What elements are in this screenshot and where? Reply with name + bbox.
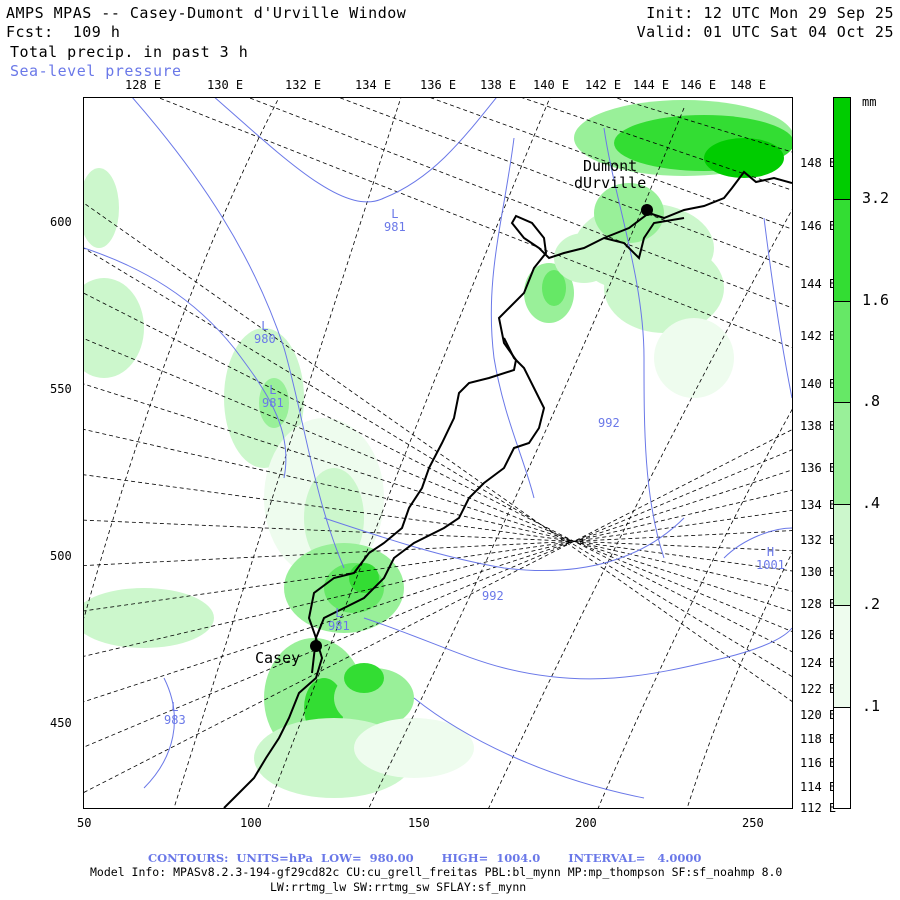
right-longitude-label: 120 E bbox=[800, 708, 837, 722]
map-title: AMPS MPAS -- Casey-Dumont d'Urville Wind… bbox=[6, 4, 407, 22]
colorbar-segment bbox=[834, 199, 850, 301]
top-longitude-label: 148 E bbox=[730, 78, 767, 92]
top-longitude-label: 146 E bbox=[680, 78, 717, 92]
colorbar-label: 3.2 bbox=[862, 189, 890, 208]
top-longitude-label: 140 E bbox=[533, 78, 570, 92]
colorbar bbox=[833, 97, 851, 809]
overlay-name: Sea-level pressure bbox=[10, 62, 182, 80]
right-longitude-label: 126 E bbox=[800, 628, 837, 642]
x-tick-label: 100 bbox=[240, 816, 262, 830]
right-longitude-label: 148 E bbox=[800, 156, 837, 170]
x-tick-label: 250 bbox=[742, 816, 764, 830]
y-tick-label: 550 bbox=[50, 382, 72, 396]
pressure-label: L 981 bbox=[384, 207, 406, 234]
right-longitude-label: 134 E bbox=[800, 498, 837, 512]
casey-station-marker bbox=[310, 640, 322, 652]
right-longitude-label: 118 E bbox=[800, 732, 837, 746]
top-longitude-label: 128 E bbox=[125, 78, 162, 92]
dumont-station-label: Dumont dUrville bbox=[574, 157, 647, 192]
top-longitude-label: 144 E bbox=[633, 78, 670, 92]
forecast-hour: Fcst: 109 h bbox=[6, 23, 121, 41]
lat-lon-grid bbox=[84, 98, 792, 808]
map-svg bbox=[84, 98, 792, 808]
pressure-label: L 983 bbox=[164, 700, 186, 727]
map-plot: L 981 L 980 L 981 992 H 1001 992 L 981 L 983 bbox=[83, 97, 793, 809]
contour-info: CONTOURS: UNITS=hPa LOW= 980.00 HIGH= 10… bbox=[148, 851, 702, 865]
colorbar-label: .1 bbox=[862, 696, 881, 715]
right-longitude-label: 138 E bbox=[800, 419, 837, 433]
x-tick-label: 200 bbox=[575, 816, 597, 830]
right-longitude-label: 136 E bbox=[800, 461, 837, 475]
model-info-physics: LW:rrtmg_lw SW:rrtmg_sw SFLAY:sf_mynn bbox=[270, 880, 527, 894]
y-tick-label: 450 bbox=[50, 716, 72, 730]
right-longitude-label: 140 E bbox=[800, 377, 837, 391]
right-longitude-label: 122 E bbox=[800, 682, 837, 696]
pressure-label: L 981 bbox=[328, 606, 350, 633]
y-tick-label: 600 bbox=[50, 215, 72, 229]
right-longitude-label: 132 E bbox=[800, 533, 837, 547]
top-longitude-label: 138 E bbox=[480, 78, 517, 92]
field-name: Total precip. in past 3 h bbox=[10, 43, 249, 61]
dumont-station-marker bbox=[641, 204, 653, 216]
top-longitude-label: 132 E bbox=[285, 78, 322, 92]
top-longitude-label: 130 E bbox=[207, 78, 244, 92]
top-longitude-label: 136 E bbox=[420, 78, 457, 92]
top-longitude-label: 134 E bbox=[355, 78, 392, 92]
colorbar-label: 1.6 bbox=[862, 290, 890, 309]
x-tick-label: 150 bbox=[408, 816, 430, 830]
valid-time: Valid: 01 UTC Sat 04 Oct 25 bbox=[636, 23, 894, 41]
colorbar-label: .4 bbox=[862, 493, 881, 512]
pressure-label: H 1001 bbox=[756, 545, 785, 572]
colorbar-unit: mm bbox=[862, 95, 877, 109]
right-longitude-label: 124 E bbox=[800, 656, 837, 670]
init-time: Init: 12 UTC Mon 29 Sep 25 bbox=[646, 4, 894, 22]
right-longitude-label: 146 E bbox=[800, 219, 837, 233]
right-longitude-label: 114 E bbox=[800, 780, 837, 794]
y-tick-label: 500 bbox=[50, 549, 72, 563]
right-longitude-label: 112 E bbox=[800, 801, 837, 815]
right-longitude-label: 144 E bbox=[800, 277, 837, 291]
top-longitude-label: 142 E bbox=[585, 78, 622, 92]
pressure-label: 992 bbox=[482, 589, 504, 603]
pressure-contours bbox=[84, 98, 792, 799]
pressure-label: L 980 bbox=[254, 319, 276, 346]
model-info: Model Info: MPASv8.2.3-194-gf29cd82c CU:… bbox=[90, 865, 783, 879]
colorbar-label: .2 bbox=[862, 595, 881, 614]
colorbar-segment bbox=[834, 98, 850, 200]
casey-station-label: Casey bbox=[255, 649, 301, 667]
right-longitude-label: 116 E bbox=[800, 756, 837, 770]
colorbar-segment bbox=[834, 503, 850, 606]
colorbar-segment bbox=[834, 706, 850, 808]
colorbar-segment bbox=[834, 300, 850, 403]
pressure-label: 992 bbox=[598, 416, 620, 430]
right-longitude-label: 128 E bbox=[800, 597, 837, 611]
pressure-label: L 981 bbox=[262, 383, 284, 410]
right-longitude-label: 142 E bbox=[800, 329, 837, 343]
colorbar-segment bbox=[834, 605, 850, 707]
x-tick-label: 50 bbox=[77, 816, 92, 830]
right-longitude-label: 130 E bbox=[800, 565, 837, 579]
precip-shading bbox=[84, 100, 792, 798]
colorbar-segment bbox=[834, 402, 850, 504]
colorbar-label: .8 bbox=[862, 392, 881, 411]
